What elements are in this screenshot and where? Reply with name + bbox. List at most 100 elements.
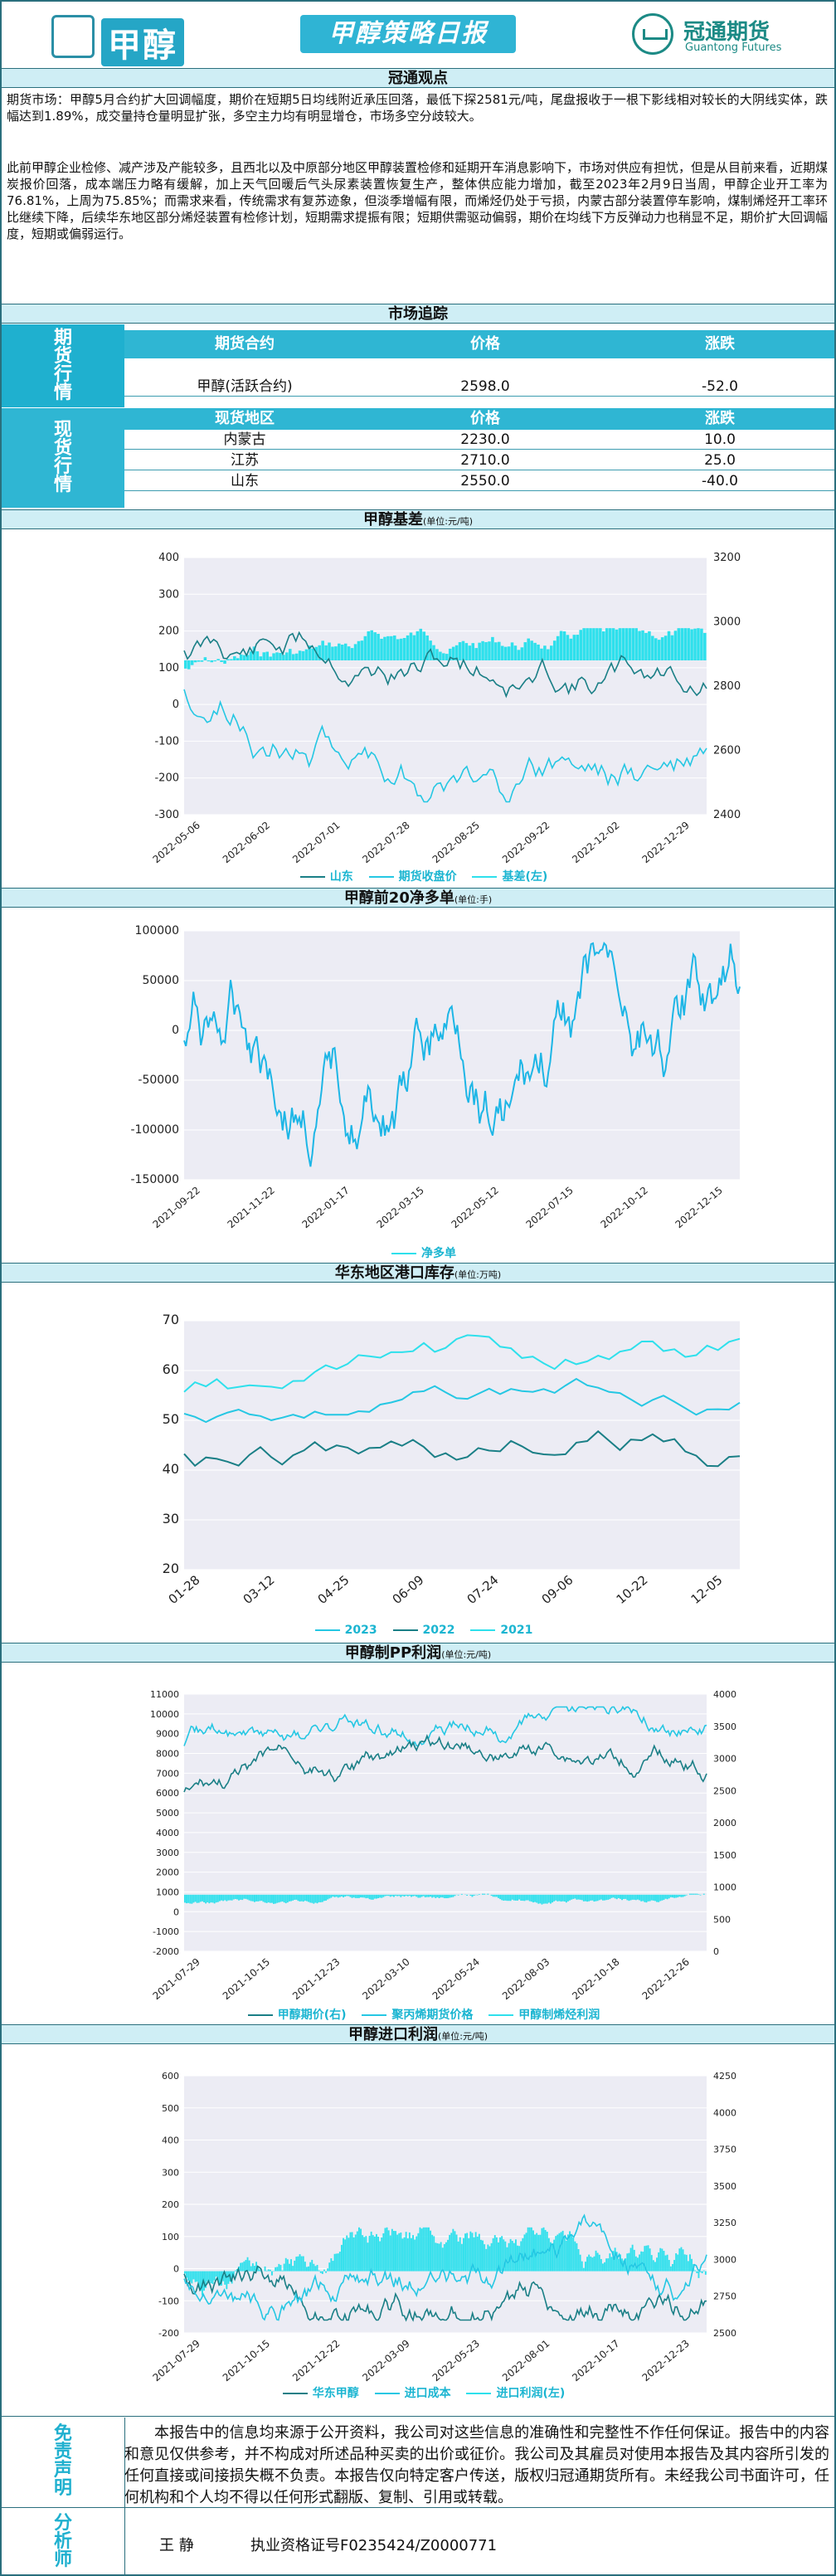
view-para-futures: 期货市场：甲醇5月合约扩大回调幅度，期价在短期5日均线附近承压回落，最低下探25… <box>7 92 828 124</box>
bar <box>476 2236 479 2272</box>
bar <box>474 2232 477 2272</box>
bar <box>473 2237 475 2272</box>
bar <box>193 660 197 663</box>
y2-tick-label: 2500 <box>713 2328 736 2339</box>
bar <box>241 2262 244 2272</box>
bar <box>441 1894 444 1898</box>
bar <box>402 637 406 660</box>
bar <box>395 1894 396 1897</box>
bar <box>227 2271 230 2284</box>
bar <box>445 2242 447 2272</box>
bar <box>199 1894 202 1902</box>
table-row: 内蒙古 2230.0 10.0 <box>124 430 834 450</box>
bar <box>395 2231 396 2272</box>
bar <box>625 628 629 660</box>
bar <box>576 635 580 660</box>
y-tick-label: 1000 <box>156 1887 179 1897</box>
bar <box>187 2271 190 2281</box>
bar <box>561 1894 564 1902</box>
bar <box>333 2253 336 2272</box>
bar <box>341 2244 343 2272</box>
bar <box>381 1894 383 1898</box>
bar <box>302 1894 304 1902</box>
bar <box>252 646 256 660</box>
bar <box>233 656 236 660</box>
bar <box>677 628 681 660</box>
bar <box>628 1894 630 1902</box>
bar <box>540 648 543 660</box>
bar <box>588 2254 591 2272</box>
bar <box>494 642 498 660</box>
bar <box>683 1894 686 1897</box>
bar <box>197 1894 200 1903</box>
bar <box>520 647 524 660</box>
bar <box>591 1894 594 1901</box>
bar <box>255 2262 257 2272</box>
bar <box>518 1894 521 1900</box>
bar <box>328 2262 331 2272</box>
bar <box>264 2266 266 2272</box>
y-tick-label: 11000 <box>150 1689 179 1700</box>
bar <box>197 660 201 662</box>
bar <box>425 635 429 660</box>
bar <box>331 646 334 660</box>
bar <box>510 642 514 660</box>
bar <box>530 1894 532 1902</box>
bar <box>294 653 299 660</box>
bar <box>547 649 550 660</box>
bar <box>376 2233 377 2272</box>
bar <box>221 1894 222 1901</box>
x-tick-label: 2021-11-22 <box>225 1185 276 1231</box>
bar <box>626 2253 629 2272</box>
bar <box>602 631 605 660</box>
bar <box>498 2242 499 2272</box>
bar <box>362 1894 364 1898</box>
bar <box>416 1894 418 1897</box>
bar <box>271 1894 273 1903</box>
bar <box>634 628 638 660</box>
bar <box>660 637 664 660</box>
bar <box>236 658 240 660</box>
bar <box>641 630 644 660</box>
x-tick-label: 2022-03-15 <box>374 1185 425 1231</box>
y-tick-label: 300 <box>158 588 179 601</box>
bar <box>408 1894 411 1897</box>
cell: 内蒙古 <box>223 431 266 448</box>
bar <box>631 628 634 660</box>
bar <box>532 1894 534 1903</box>
bar <box>703 632 707 660</box>
bar <box>295 1894 298 1900</box>
y-tick-label: 5000 <box>156 1808 179 1819</box>
bar <box>659 2247 662 2272</box>
y-tick-label: 100 <box>158 662 179 674</box>
bar <box>694 1893 697 1895</box>
bar <box>370 1894 372 1900</box>
bar <box>523 1894 526 1902</box>
y2-tick-label: 3200 <box>713 552 741 564</box>
bar <box>379 2241 382 2272</box>
bar <box>509 1894 512 1902</box>
bar <box>607 1894 610 1900</box>
bar <box>586 1894 588 1902</box>
bar <box>430 1894 431 1897</box>
series-line <box>183 1334 741 1393</box>
y-tick-label: -100000 <box>131 1123 180 1137</box>
bar <box>618 628 622 660</box>
bar <box>527 2227 529 2272</box>
bar <box>396 639 400 660</box>
bar <box>555 1894 557 1901</box>
bar <box>672 1894 673 1898</box>
bar <box>335 1894 338 1897</box>
bar <box>323 1894 325 1902</box>
bar <box>187 1894 190 1903</box>
bar <box>338 643 341 660</box>
bar <box>602 2263 604 2272</box>
bar <box>262 652 266 660</box>
y2-tick-label: 3250 <box>713 2218 736 2228</box>
bar <box>704 2271 707 2275</box>
y-tick-label: 2000 <box>156 1867 179 1878</box>
bar <box>242 655 246 660</box>
bar <box>623 1894 625 1899</box>
bar <box>279 1894 282 1902</box>
bar <box>440 2242 442 2272</box>
